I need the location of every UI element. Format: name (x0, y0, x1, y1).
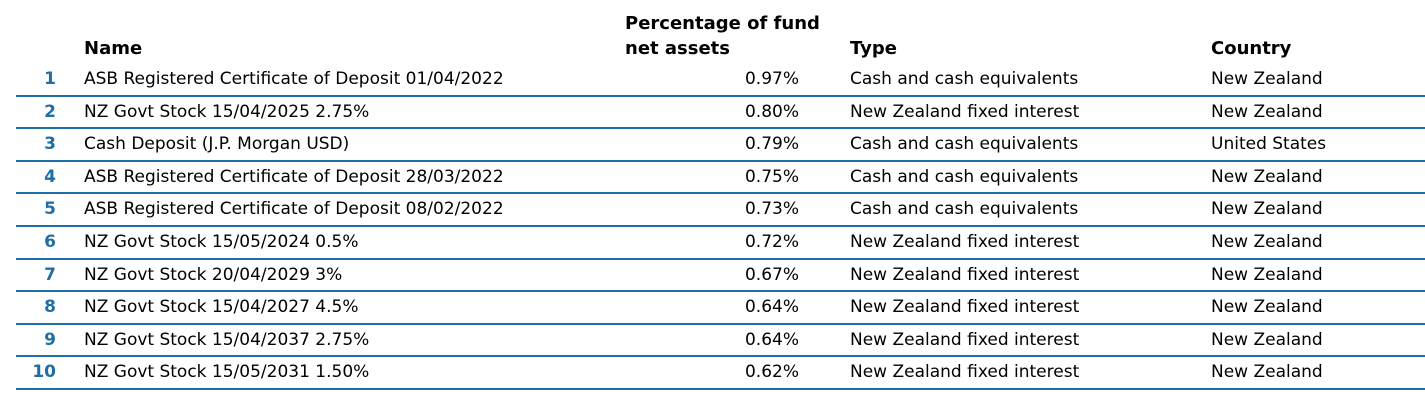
header-percentage: Percentage of fund net assets (625, 13, 820, 59)
holding-percentage: 0.75% (744, 166, 799, 187)
holding-country: New Zealand (1211, 297, 1323, 318)
holding-name: NZ Govt Stock 15/04/2025 2.75% (84, 101, 370, 122)
row-number: 6 (44, 231, 56, 252)
row-number: 7 (44, 264, 56, 285)
holding-country: New Zealand (1211, 69, 1323, 89)
holding-name: NZ Govt Stock 15/04/2027 4.5% (84, 297, 359, 318)
holding-country: United States (1211, 134, 1327, 155)
row-number: 2 (44, 101, 56, 122)
holding-name: NZ Govt Stock 15/04/2037 2.75% (84, 329, 370, 350)
holding-type: Cash and cash equivalents (850, 134, 1079, 155)
table-row: 10 NZ Govt Stock 15/05/2031 1.50% 0.62% New… (16, 357, 1425, 390)
holding-name: NZ Govt Stock 15/05/2024 0.5% (84, 231, 359, 252)
table-row: 6 NZ Govt Stock 15/05/2024 0.5% 0.72% New Z… (16, 227, 1425, 260)
table-row: 7 NZ Govt Stock 20/04/2029 3% 0.67% New Zea… (16, 260, 1425, 293)
holding-name: ASB Registered Certificate of Deposit 08… (84, 199, 504, 220)
holding-percentage: 0.67% (744, 264, 799, 285)
table-row: 3 Cash Deposit (J.P. Morgan USD) 0.79% Cash… (16, 129, 1425, 162)
holding-country: New Zealand (1211, 101, 1323, 122)
row-number: 8 (44, 297, 56, 318)
row-number: 4 (44, 166, 56, 187)
table-row: 4 ASB Registered Certificate of Deposit 2… (16, 162, 1425, 195)
row-number: 9 (44, 329, 56, 350)
holding-type: Cash and cash equivalents (850, 199, 1079, 220)
header-country: Country (1211, 38, 1292, 59)
table-row: 1 ASB Registered Certificate of Deposit 0… (16, 64, 1425, 97)
table-row: 5 ASB Registered Certificate of Deposit 0… (16, 194, 1425, 227)
holding-type: New Zealand fixed interest (850, 101, 1080, 122)
holding-type: New Zealand fixed interest (850, 362, 1080, 383)
holding-percentage: 0.64% (744, 329, 799, 350)
holdings-table: Name Percentage of fund net assets Type … (16, 0, 1425, 390)
row-number: 10 (32, 362, 56, 383)
header-type: Type (850, 38, 897, 59)
holding-percentage: 0.80% (744, 101, 799, 122)
holding-country: New Zealand (1211, 264, 1323, 285)
holding-country: New Zealand (1211, 329, 1323, 350)
table-row: 8 NZ Govt Stock 15/04/2027 4.5% 0.64% New Z… (16, 292, 1425, 325)
holding-name: NZ Govt Stock 20/04/2029 3% (84, 264, 343, 285)
holding-country: New Zealand (1211, 362, 1323, 383)
holding-type: Cash and cash equivalents (850, 69, 1079, 89)
holding-percentage: 0.62% (744, 362, 799, 383)
holding-percentage: 0.73% (744, 199, 799, 220)
row-number: 3 (44, 134, 56, 155)
holding-percentage: 0.79% (744, 134, 799, 155)
row-number: 5 (44, 199, 56, 220)
row-number: 1 (44, 69, 56, 89)
holding-country: New Zealand (1211, 199, 1323, 220)
holding-name: ASB Registered Certificate of Deposit 01… (84, 69, 504, 89)
holding-name: NZ Govt Stock 15/05/2031 1.50% (84, 362, 370, 383)
holding-type: New Zealand fixed interest (850, 231, 1080, 252)
holding-percentage: 0.64% (744, 297, 799, 318)
holding-type: New Zealand fixed interest (850, 297, 1080, 318)
table-body: 1 ASB Registered Certificate of Deposit 0… (16, 64, 1425, 390)
table-row: 9 NZ Govt Stock 15/04/2037 2.75% 0.64% New … (16, 325, 1425, 358)
holding-name: ASB Registered Certificate of Deposit 28… (84, 166, 504, 187)
holding-percentage: 0.72% (744, 231, 799, 252)
holding-country: New Zealand (1211, 166, 1323, 187)
holding-type: New Zealand fixed interest (850, 329, 1080, 350)
holding-country: New Zealand (1211, 231, 1323, 252)
holding-percentage: 0.97% (744, 69, 799, 89)
holding-type: Cash and cash equivalents (850, 166, 1079, 187)
holding-type: New Zealand fixed interest (850, 264, 1080, 285)
header-name: Name (84, 38, 143, 59)
table-header: Name Percentage of fund net assets Type … (16, 0, 1425, 64)
holding-name: Cash Deposit (J.P. Morgan USD) (84, 134, 350, 155)
table-row: 2 NZ Govt Stock 15/04/2025 2.75% 0.80% New … (16, 97, 1425, 130)
